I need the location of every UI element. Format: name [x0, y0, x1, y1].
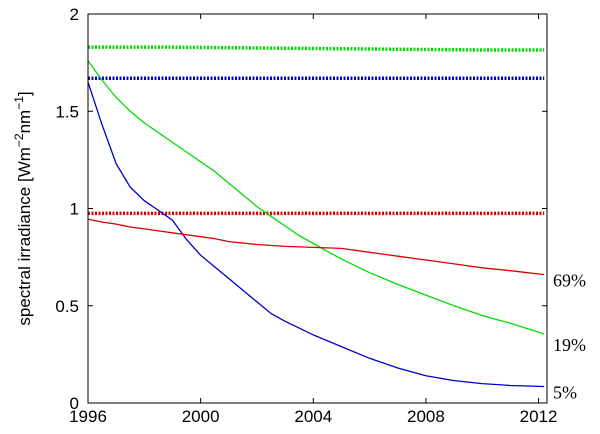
- end-label: 69%: [553, 271, 586, 291]
- ticks: [87, 13, 547, 404]
- y-axis-title-exp1: −2: [12, 133, 26, 147]
- x-tick-label: 2012: [520, 407, 558, 426]
- y-axis-title-end: ]: [15, 91, 34, 96]
- y-tick-label: 1: [70, 200, 79, 219]
- series-5: [87, 218, 545, 276]
- y-tick-label: 1.5: [55, 102, 79, 121]
- y-axis-title: spectral irradiance [Wm−2nm−1]: [12, 91, 34, 325]
- tick-labels: 1996 2000 2004 2008 2012 0 0.5 1 1.5 2: [55, 5, 557, 426]
- end-labels: 69% 19% 5%: [553, 271, 586, 403]
- x-tick-label: 2008: [407, 407, 445, 426]
- y-axis-title-main: spectral irradiance [Wm: [15, 147, 34, 326]
- x-tick-label: 1996: [69, 407, 107, 426]
- axes-frame: [87, 13, 548, 404]
- y-axis-title-mid: nm: [15, 110, 34, 134]
- end-label: 19%: [553, 335, 586, 355]
- y-tick-label: 0: [70, 394, 79, 413]
- series-3: [87, 60, 545, 335]
- series-0: [88, 45, 545, 52]
- x-tick-label: 2004: [294, 407, 332, 426]
- y-tick-label: 2: [70, 5, 79, 24]
- plot-lines: [87, 45, 545, 388]
- end-label: 5%: [553, 382, 577, 402]
- y-axis-title-exp2: −1: [12, 96, 26, 110]
- y-tick-label: 0.5: [55, 297, 79, 316]
- series-4: [87, 81, 545, 388]
- x-tick-label: 2000: [182, 407, 220, 426]
